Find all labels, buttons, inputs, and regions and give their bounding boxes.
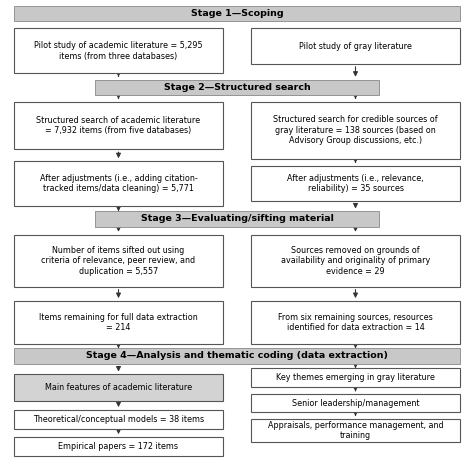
Text: After adjustments (i.e., relevance,
reliability) = 35 sources: After adjustments (i.e., relevance, reli… [287, 174, 424, 193]
Text: Theoretical/conceptual models = 38 items: Theoretical/conceptual models = 38 items [33, 415, 204, 424]
FancyBboxPatch shape [251, 368, 460, 387]
Text: Sources removed on grounds of
availability and originality of primary
evidence =: Sources removed on grounds of availabili… [281, 246, 430, 275]
FancyBboxPatch shape [251, 394, 460, 412]
Text: Stage 3—Evaluating/sifting material: Stage 3—Evaluating/sifting material [141, 215, 333, 223]
FancyBboxPatch shape [14, 235, 223, 287]
FancyBboxPatch shape [251, 419, 460, 442]
Text: Stage 1—Scoping: Stage 1—Scoping [191, 9, 283, 18]
Text: Stage 4—Analysis and thematic coding (data extraction): Stage 4—Analysis and thematic coding (da… [86, 352, 388, 360]
Text: Items remaining for full data extraction
= 214: Items remaining for full data extraction… [39, 313, 198, 332]
Text: Main features of academic literature: Main features of academic literature [45, 383, 192, 392]
FancyBboxPatch shape [14, 28, 223, 73]
Text: After adjustments (i.e., adding citation-
tracked items/data cleaning) = 5,771: After adjustments (i.e., adding citation… [40, 174, 197, 193]
Text: Empirical papers = 172 items: Empirical papers = 172 items [58, 442, 179, 451]
FancyBboxPatch shape [14, 102, 223, 149]
Text: Senior leadership/management: Senior leadership/management [292, 399, 419, 408]
FancyBboxPatch shape [95, 80, 379, 95]
Text: Structured search of academic literature
= 7,932 items (from five databases): Structured search of academic literature… [36, 116, 201, 135]
Text: Stage 2—Structured search: Stage 2—Structured search [164, 83, 310, 91]
FancyBboxPatch shape [251, 166, 460, 201]
Text: Key themes emerging in gray literature: Key themes emerging in gray literature [276, 374, 435, 382]
Text: From six remaining sources, resources
identified for data extraction = 14: From six remaining sources, resources id… [278, 313, 433, 332]
FancyBboxPatch shape [251, 235, 460, 287]
FancyBboxPatch shape [14, 161, 223, 206]
FancyBboxPatch shape [251, 102, 460, 159]
Text: Pilot study of academic literature = 5,295
items (from three databases): Pilot study of academic literature = 5,2… [34, 41, 203, 61]
Text: Appraisals, performance management, and
training: Appraisals, performance management, and … [268, 421, 443, 440]
FancyBboxPatch shape [14, 374, 223, 401]
FancyBboxPatch shape [95, 211, 379, 227]
FancyBboxPatch shape [251, 301, 460, 344]
Text: Pilot study of gray literature: Pilot study of gray literature [299, 42, 412, 51]
FancyBboxPatch shape [251, 28, 460, 64]
Text: Structured search for credible sources of
gray literature = 138 sources (based o: Structured search for credible sources o… [273, 116, 438, 145]
FancyBboxPatch shape [14, 437, 223, 456]
FancyBboxPatch shape [14, 410, 223, 429]
FancyBboxPatch shape [14, 6, 460, 21]
FancyBboxPatch shape [14, 301, 223, 344]
Text: Number of items sifted out using
criteria of relevance, peer review, and
duplica: Number of items sifted out using criteri… [41, 246, 196, 275]
FancyBboxPatch shape [14, 348, 460, 364]
